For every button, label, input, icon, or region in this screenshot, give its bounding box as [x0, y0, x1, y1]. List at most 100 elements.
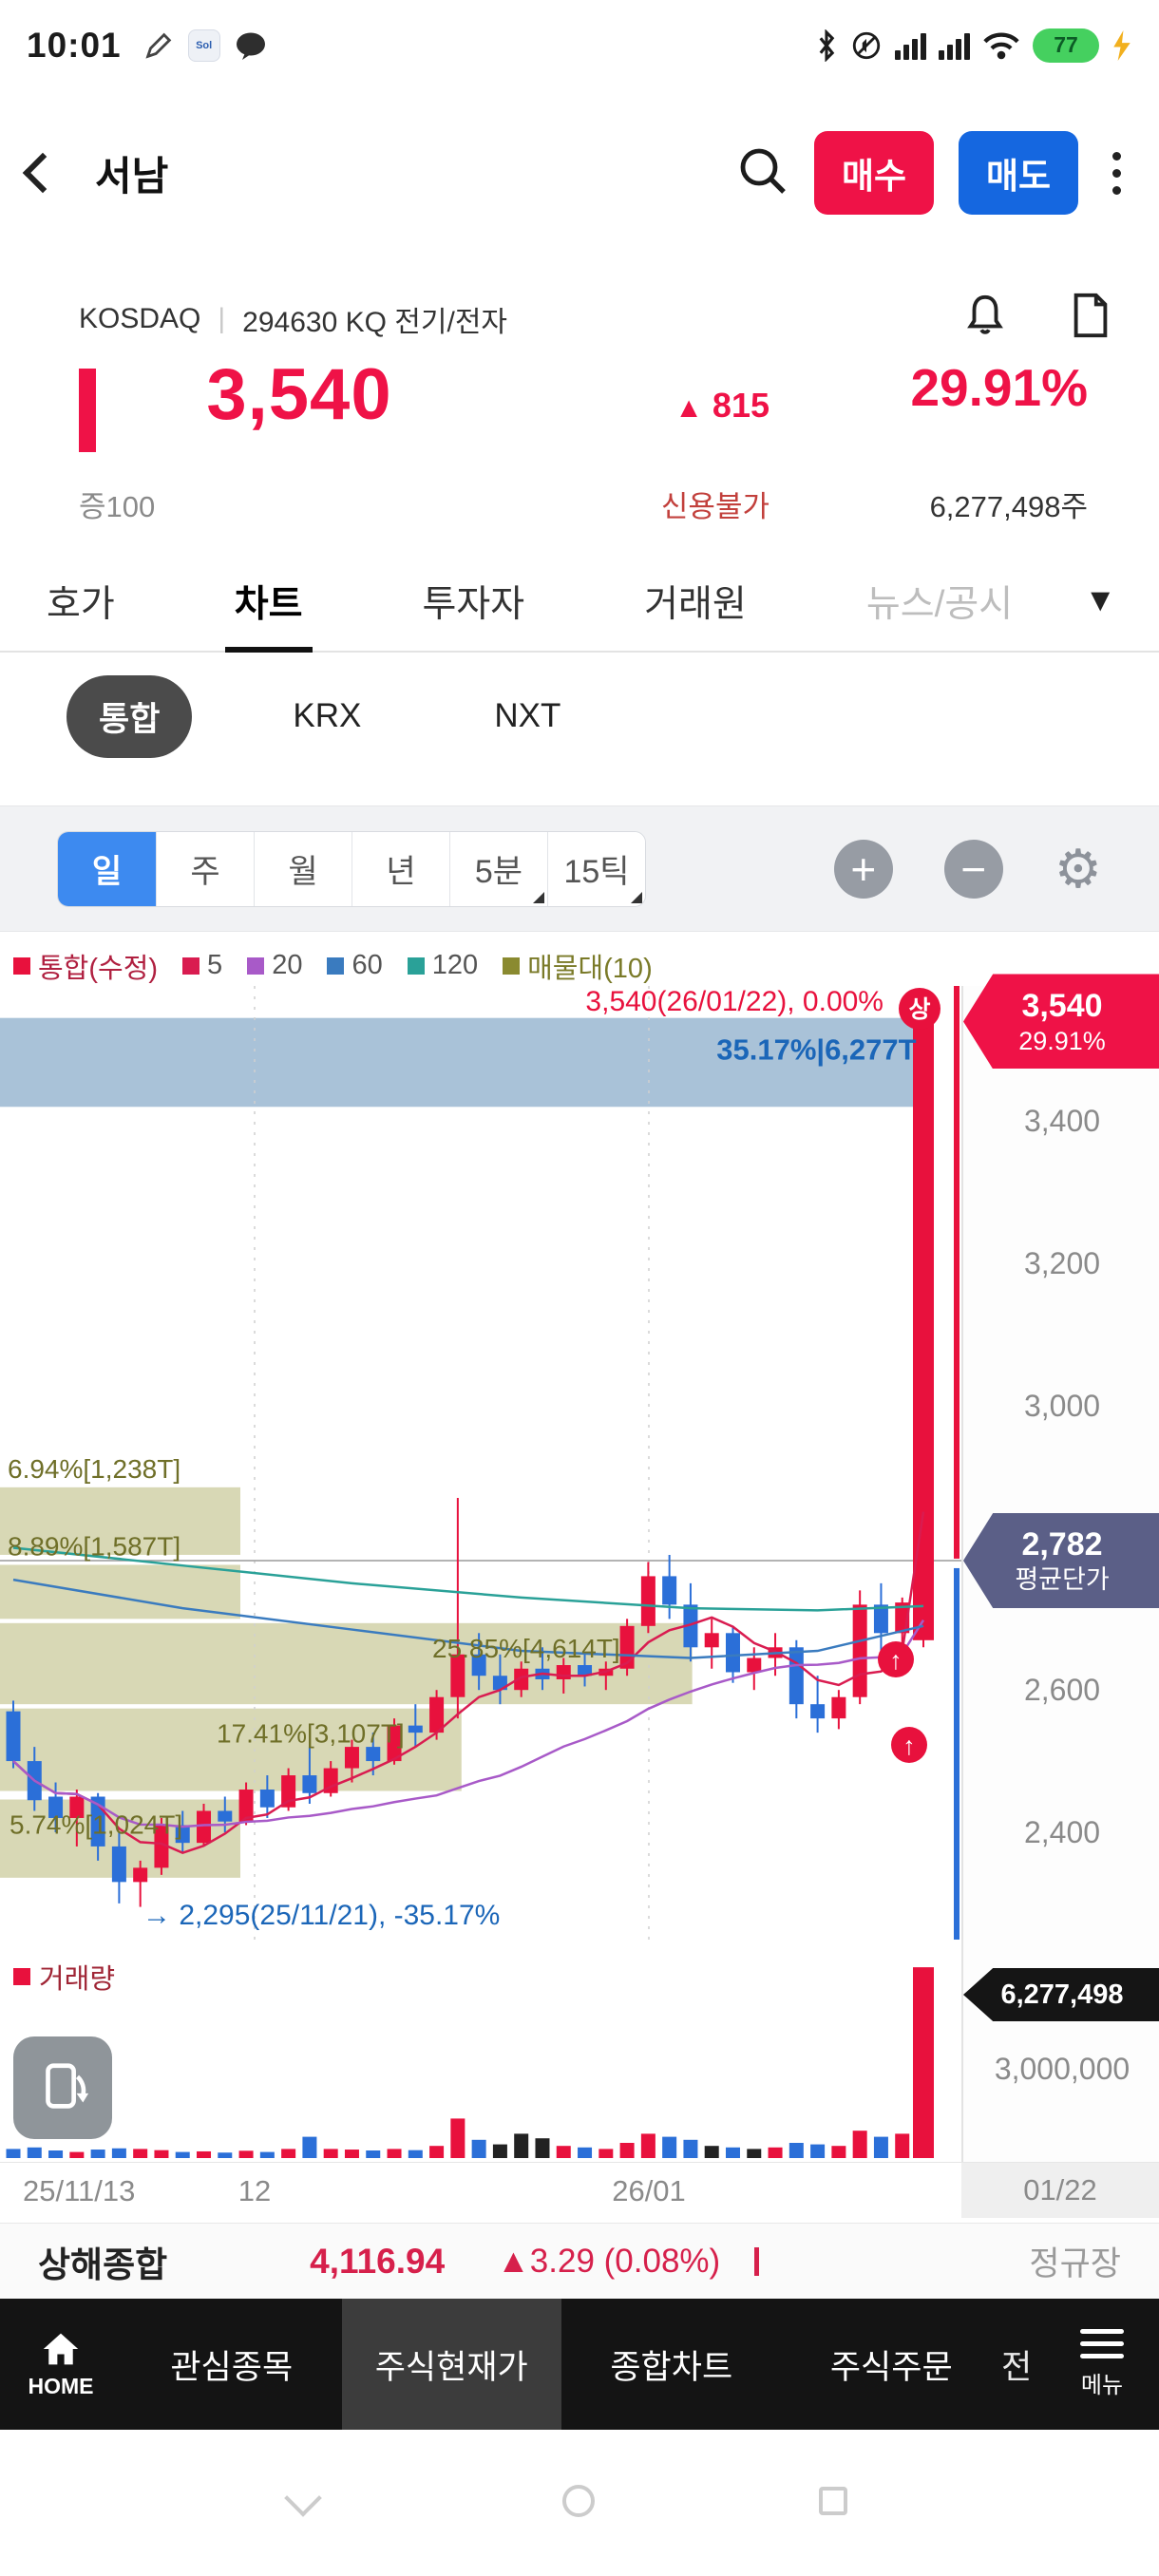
price-change: ▲ 815 [674, 386, 770, 425]
legend-item-매물대(10): 매물대(10) [503, 946, 653, 986]
svg-text:25.85%[4,614T]: 25.85%[4,614T] [432, 1634, 620, 1663]
market-tab-통합[interactable]: 통합 [66, 674, 193, 758]
stock-code: 294630 KQ 전기/전자 [242, 307, 508, 338]
market-tab-NXT[interactable]: NXT [494, 697, 561, 734]
chevron-down-icon[interactable]: ▼ [1084, 582, 1116, 618]
alarm-bell-icon[interactable] [963, 292, 1007, 347]
x-axis-right-label: 01/22 [961, 2163, 1159, 2218]
sol-bank-icon: Sol [187, 28, 220, 62]
chart-legend: 통합(수정) 5 20 60 120 매물대(10) [0, 945, 1159, 986]
x-axis: 01/22 25/11/13 12 26/01 [0, 2162, 1159, 2218]
period-주[interactable]: 주 [156, 831, 254, 906]
legend-item-120: 120 [407, 950, 478, 981]
volume-axis-panel: 6,277,498 3,000,000 [961, 1940, 1159, 2162]
nav-home-icon[interactable] [562, 2485, 595, 2517]
candlestick-chart[interactable]: 6.94%[1,238T] 8.89%[1,587T] 25.85%[4,614T]… [0, 986, 961, 1940]
page-title: 서남 [95, 153, 169, 199]
index-name: 상해종합 [38, 2245, 168, 2284]
charging-bolt-icon [1112, 29, 1132, 61]
legend-swatch [13, 957, 30, 975]
period-년[interactable]: 년 [352, 831, 449, 906]
kakao-icon [234, 29, 268, 62]
price-axis-panel: 3,540 29.91% 2,782 평균단가 3,400 3,200 3,000 2… [961, 974, 1159, 1940]
up-triangle-icon: ▲ [674, 392, 703, 424]
legend-swatch [407, 957, 425, 975]
index-ticker[interactable]: 상해종합 4,116.94 ▲3.29 (0.08%) 정규장 [0, 2223, 1159, 2299]
legend-swatch [327, 957, 345, 975]
zoom-in-button[interactable]: + [833, 839, 893, 899]
rotate-screen-button[interactable] [13, 2036, 112, 2139]
period-5분[interactable]: 5분 [449, 831, 547, 906]
nav-주식주문[interactable]: 주식주문 [829, 2348, 953, 2386]
svg-text:3,540(26/01/22), 0.00%: 3,540(26/01/22), 0.00% [585, 986, 884, 1017]
period-일[interactable]: 일 [58, 831, 156, 906]
tab-투자자[interactable]: 투자자 [422, 583, 525, 625]
svg-text:35.17%|6,277T: 35.17%|6,277T [716, 1033, 916, 1067]
nav-back-icon[interactable] [284, 2479, 322, 2517]
clock: 10:01 [27, 25, 122, 65]
period-15틱[interactable]: 15틱 [547, 831, 645, 906]
nav-home[interactable]: HOME [0, 2299, 122, 2430]
sell-button[interactable]: 매도 [959, 131, 1078, 215]
nav-관심종목[interactable]: 관심종목 [170, 2348, 294, 2386]
legend-item-통합(수정): 통합(수정) [13, 946, 158, 986]
price-axis-label: 3,400 [1023, 1104, 1101, 1139]
nav-menu[interactable]: 메뉴 [1045, 2299, 1159, 2430]
period-toolbar: 일 주 월 년 5분 15틱 + − ⚙ [0, 805, 1159, 932]
header: 서남 매수 매도 [0, 112, 1159, 234]
x-axis-label: 26/01 [612, 2174, 686, 2207]
legend-swatch [182, 957, 200, 975]
tab-거래원[interactable]: 거래원 [644, 583, 747, 625]
status-bar: 10:01 Sol 77 [0, 0, 1159, 90]
wifi-icon [982, 30, 1020, 61]
price-accent-bar [79, 369, 96, 452]
volume-legend-swatch [13, 1968, 30, 1985]
zoom-out-button[interactable]: − [943, 839, 1003, 899]
gear-icon[interactable]: ⚙ [1054, 838, 1102, 899]
back-icon[interactable] [22, 152, 64, 194]
nav-recent-icon[interactable] [819, 2487, 847, 2515]
svg-text:17.41%[3,107T]: 17.41%[3,107T] [217, 1719, 405, 1749]
session-label: 정규장 [1029, 2245, 1121, 2282]
index-value: 4,116.94 [310, 2241, 446, 2281]
legend-swatch [247, 957, 265, 975]
more-menu-icon[interactable] [1103, 146, 1130, 200]
period-월[interactable]: 월 [254, 831, 352, 906]
bluetooth-icon [815, 28, 838, 62]
volume-chart[interactable] [0, 1940, 961, 2162]
buy-button[interactable]: 매수 [814, 131, 934, 215]
volume-badge: 6,277,498 [963, 1968, 1159, 2021]
market-label: KOSDAQ [79, 303, 201, 334]
price-axis-label: 2,400 [1023, 1814, 1101, 1849]
volume-shares-label: 6,277,498주 [929, 490, 1088, 523]
market-tab-bar: 통합 KRX NXT [0, 654, 1159, 778]
nav-종합차트[interactable]: 종합차트 [610, 2348, 733, 2386]
tab-차트[interactable]: 차트 [224, 550, 313, 653]
pen-icon [142, 29, 175, 62]
signal-icon-sim2 [939, 31, 970, 60]
tab-뉴스/공시[interactable]: 뉴스/공시 [865, 583, 1014, 625]
svg-text:6.94%[1,238T]: 6.94%[1,238T] [8, 1454, 180, 1484]
average-price-badge: 2,782 평균단가 [963, 1512, 1159, 1608]
legend-item-60: 60 [327, 950, 383, 981]
current-price: 3,540 [206, 354, 392, 435]
nav-clipped-item[interactable]: 전 [1001, 2348, 1033, 2386]
svg-text:→ 2,295(25/11/21), -35.17%: → 2,295(25/11/21), -35.17% [142, 1900, 500, 1931]
credit-label: 신용불가 [660, 490, 770, 523]
price-axis-label: 3,000 [1023, 1388, 1101, 1423]
svg-text:↑: ↑ [902, 1732, 916, 1760]
search-icon[interactable] [736, 144, 789, 202]
price-chart-pane: 6.94%[1,238T] 8.89%[1,587T] 25.85%[4,614T]… [0, 974, 1159, 1940]
market-tab-KRX[interactable]: KRX [293, 697, 362, 734]
signal-icon-sim1 [895, 31, 926, 60]
period-segmented-control: 일 주 월 년 5분 15틱 [57, 830, 646, 907]
legend-swatch [503, 957, 521, 975]
gesture-bar [0, 2430, 1159, 2576]
ticker-divider [754, 2246, 760, 2276]
document-icon[interactable] [1070, 292, 1112, 347]
nav-주식현재가[interactable]: 주식현재가 [341, 2299, 561, 2430]
volume-pane: 6,277,498 3,000,000 거래량 [0, 1940, 1159, 2162]
tab-호가[interactable]: 호가 [47, 583, 115, 625]
index-change: ▲3.29 (0.08%) [497, 2242, 721, 2280]
separator: | [218, 303, 226, 334]
